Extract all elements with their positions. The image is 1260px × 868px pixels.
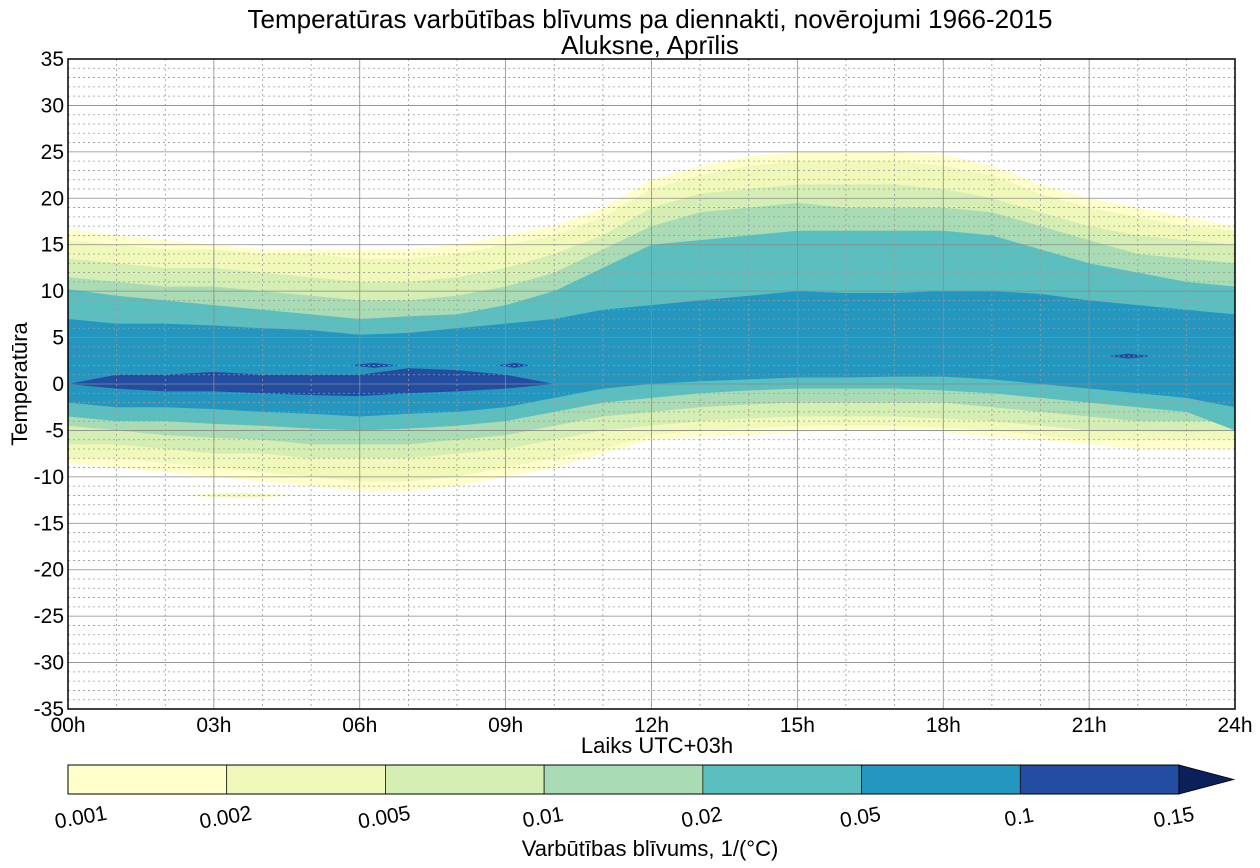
y-tick-label: -30 (34, 652, 64, 675)
x-tick-label: 06h (342, 714, 377, 737)
y-tick-label: -25 (34, 605, 64, 628)
y-tick-label: -35 (34, 698, 64, 721)
y-axis-label: Temperatūra (7, 321, 32, 445)
x-tick-label: 15h (780, 714, 815, 737)
colorbar-tick-label: 0.1 (1003, 804, 1036, 832)
y-tick-label: -20 (34, 559, 64, 582)
density-patch (174, 492, 307, 498)
x-tick-label: 03h (196, 714, 231, 737)
density-band-0.1 (68, 368, 555, 397)
y-tick-label: -5 (45, 419, 64, 442)
y-tick-label: -15 (34, 512, 64, 535)
y-tick-label: 15 (41, 234, 64, 257)
colorbar-segment (226, 764, 386, 795)
y-tick-label: 25 (41, 141, 64, 164)
x-tick-label: 18h (926, 714, 961, 737)
colorbar-segment (543, 764, 704, 795)
y-tick-label: 30 (41, 94, 64, 117)
x-tick-label: 12h (634, 714, 669, 737)
colorbar-segment (385, 764, 545, 795)
y-tick-label: -10 (34, 466, 64, 489)
plot-frame (67, 58, 1236, 710)
x-tick-label: 00h (50, 714, 85, 737)
colorbar-tick-label: 0.001 (53, 802, 109, 834)
colorbar-segment (861, 764, 1021, 795)
density-patch (495, 362, 530, 368)
x-tick-label: 21h (1072, 714, 1107, 737)
chart-title: Temperatūras varbūtības blīvums pa dienn… (247, 4, 1052, 34)
colorbar-tick-label: 0.02 (680, 803, 724, 833)
colorbar: 0.001 0.002 0.005 0.01 0.02 0.05 0.1 0.15 (53, 764, 1236, 834)
x-tick-label: 09h (488, 714, 523, 737)
colorbar-segment (1019, 764, 1180, 795)
y-tick-label: 0 (52, 373, 64, 396)
y-tick-label: 5 (52, 327, 64, 350)
y-tick-label: 20 (41, 187, 64, 210)
colorbar-tick-label: 0.05 (838, 803, 882, 833)
colorbar-segments (67, 764, 1236, 795)
y-tick-label: 35 (41, 48, 64, 71)
colorbar-extend-arrow (1178, 764, 1236, 795)
plot-area (67, 58, 1236, 710)
chart-subtitle: Aluksne, Aprīlis (561, 30, 739, 60)
x-tick-label: 24h (1217, 714, 1252, 737)
density-patch (1108, 353, 1153, 359)
colorbar-tick-label: 0.005 (356, 802, 412, 834)
x-axis-ticks: 00h 03h 06h 09h 12h 15h 18h 21h 24h (50, 714, 1252, 737)
colorbar-tick-label: 0.15 (1152, 803, 1196, 833)
colorbar-tick-label: 0.002 (198, 802, 254, 834)
grid-lines (67, 58, 1236, 710)
colorbar-labels: 0.001 0.002 0.005 0.01 0.02 0.05 0.1 0.15 (53, 802, 1196, 834)
x-axis-label: Laiks UTC+03h (581, 733, 733, 758)
colorbar-tick-label: 0.01 (521, 803, 565, 833)
colorbar-label: Varbūtības blīvums, 1/(°C) (522, 836, 779, 861)
colorbar-segment (702, 764, 862, 795)
y-tick-label: 10 (41, 280, 64, 303)
colorbar-frame (67, 764, 1180, 795)
y-axis-ticks: -35 -30 -25 -20 -15 -10 -5 0 5 10 15 20 25 30 35 (34, 48, 64, 721)
colorbar-segment (67, 764, 228, 795)
